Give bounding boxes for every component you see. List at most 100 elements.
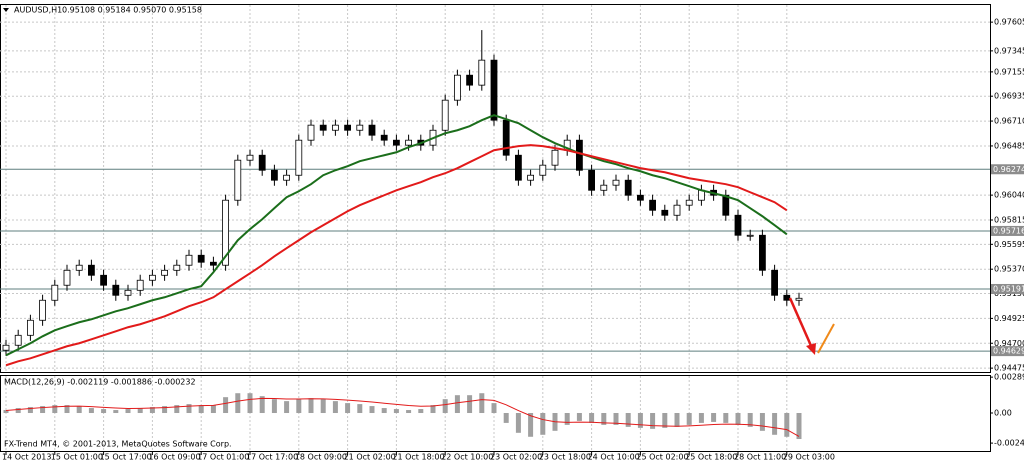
x-tick-label: 25 Oct 18:00 <box>685 453 737 461</box>
candle-body <box>112 284 120 296</box>
macd-bar <box>88 408 94 414</box>
macd-bar <box>418 409 424 414</box>
candle-body <box>331 124 339 131</box>
candle-body <box>88 264 95 276</box>
macd-bar <box>674 413 680 427</box>
candle-body <box>173 264 181 271</box>
level-label: 0.96274 <box>993 165 1024 174</box>
y-tick-label: 0.94925 <box>994 314 1024 323</box>
macd-signal <box>5 397 800 437</box>
x-tick-label: 25 Oct 02:00 <box>636 453 688 461</box>
macd-bar <box>698 413 704 423</box>
candle-body <box>148 274 156 281</box>
level-label-box <box>991 283 1024 294</box>
x-tick-label: 21 Oct 18:00 <box>392 453 444 461</box>
macd-bar <box>15 408 21 414</box>
candle-body <box>478 59 486 86</box>
macd-bar <box>601 413 607 425</box>
macd-bar <box>564 413 570 425</box>
candle-body <box>527 174 534 181</box>
candle-body <box>673 204 681 216</box>
arrow-head <box>806 343 816 355</box>
candle-body <box>441 99 449 131</box>
dropdown-icon <box>3 8 9 12</box>
candle-body <box>392 139 400 146</box>
macd-bar <box>686 413 692 425</box>
macd-bar <box>320 399 326 414</box>
x-tick-label: 16 Oct 09:00 <box>148 453 200 461</box>
candle-body <box>588 169 595 191</box>
candle-body <box>539 164 547 176</box>
candle-body <box>344 124 352 131</box>
y-tick-label: 0.95370 <box>994 265 1024 274</box>
y-tick-label: 0.96485 <box>994 141 1024 150</box>
candle-body <box>515 154 522 181</box>
macd-bar <box>479 393 485 414</box>
y-tick-label: 0.96935 <box>994 92 1024 101</box>
moving-average <box>5 114 788 357</box>
macd-bar <box>528 413 534 437</box>
candle-body <box>75 264 83 271</box>
macd-bar <box>491 403 497 414</box>
macd-bar <box>711 413 717 422</box>
candle-body <box>380 134 388 141</box>
macd-bar <box>796 413 802 440</box>
candle-body <box>624 179 632 196</box>
candle-body <box>783 294 791 301</box>
candle-body <box>14 334 22 346</box>
macd-bar <box>503 413 509 423</box>
macd-bar <box>137 408 143 414</box>
macd-bar <box>198 405 204 414</box>
macd-bar <box>174 405 180 414</box>
macd-bar <box>454 395 460 414</box>
candle-body <box>295 139 303 176</box>
y-tick-label: 0.96710 <box>994 117 1024 126</box>
level-label-box <box>991 164 1024 175</box>
candle-body <box>466 74 474 86</box>
candle-body <box>405 139 413 146</box>
x-tick-label: 23 Oct 02:00 <box>490 453 542 461</box>
candle-body <box>649 199 656 211</box>
x-tick-label: 18 Oct 09:00 <box>295 453 347 461</box>
macd-panel <box>0 375 991 452</box>
candle-body <box>722 194 730 216</box>
x-tick-label: 22 Oct 10:00 <box>441 453 493 461</box>
level-label: 0.95716 <box>993 226 1024 235</box>
candle-body <box>771 269 778 296</box>
level-label: 0.94629 <box>993 347 1024 356</box>
candle-body <box>734 214 742 236</box>
macd-bar <box>589 413 595 423</box>
x-tick-label: 15 Oct 01:00 <box>51 453 103 461</box>
candle-body <box>453 74 461 101</box>
candle-body <box>502 119 510 156</box>
candle-body <box>319 124 327 131</box>
candle-body <box>234 159 242 201</box>
x-tick-label: 21 Oct 02:00 <box>344 453 396 461</box>
down-arrow <box>788 297 814 349</box>
macd-bar <box>735 413 741 425</box>
macd-bar <box>125 409 131 414</box>
y-tick-label: 0.96040 <box>994 191 1024 200</box>
macd-bar <box>3 410 9 414</box>
x-tick-label: 17 Oct 01:00 <box>197 453 249 461</box>
x-tick-label: 24 Oct 10:00 <box>588 453 640 461</box>
candle-body <box>368 124 376 136</box>
y-tick-label: 0.95595 <box>994 240 1024 249</box>
macd-bar <box>40 406 46 414</box>
macd-bar <box>467 395 473 414</box>
macd-bar <box>442 399 448 414</box>
macd-label: MACD(12,26,9) -0.002119 -0.001886 -0.000… <box>4 378 196 387</box>
candle-body <box>795 297 803 301</box>
macd-bar <box>430 405 436 414</box>
candle-body <box>637 194 644 201</box>
candle-body <box>490 59 498 121</box>
y-tick-label: 0.94475 <box>994 364 1024 373</box>
moving-average <box>5 144 788 367</box>
candle-body <box>685 199 693 206</box>
macd-bar <box>162 406 168 414</box>
macd-bar <box>515 413 521 433</box>
macd-bar <box>235 393 241 414</box>
macd-bar <box>357 404 363 414</box>
macd-bar <box>52 405 58 414</box>
y-tick-label: 0.97155 <box>994 67 1024 76</box>
